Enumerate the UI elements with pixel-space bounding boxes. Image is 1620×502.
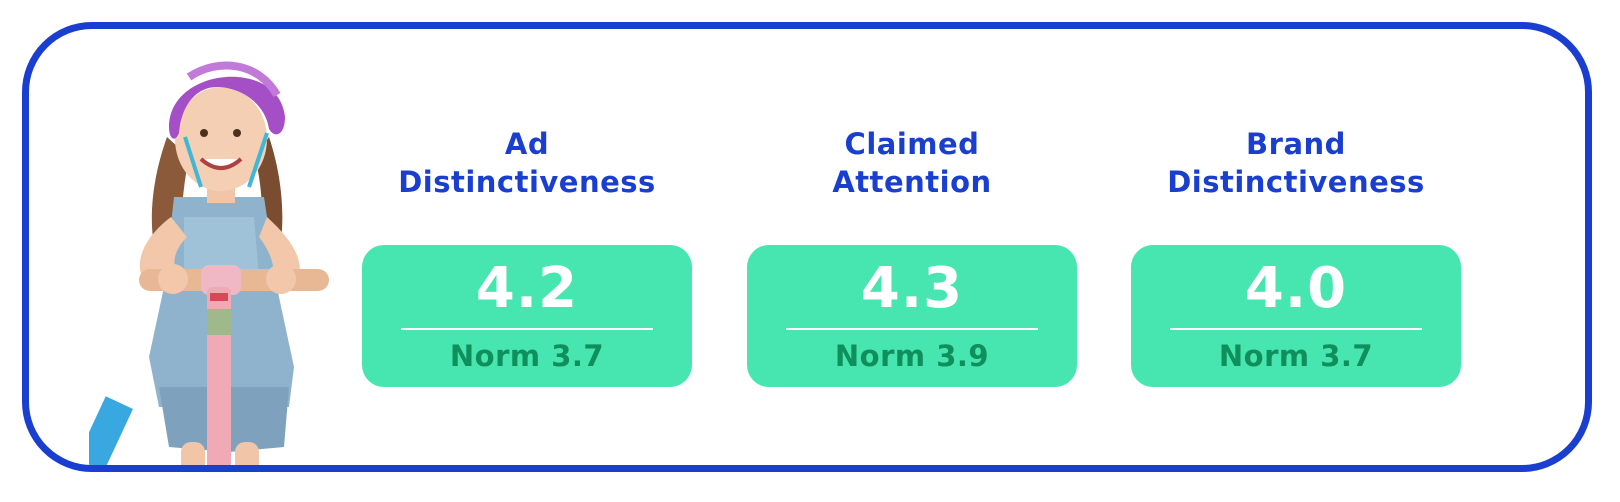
metric-score-card: 4.3 Norm 3.9 (747, 245, 1077, 387)
metric-score-card: 4.0 Norm 3.7 (1131, 245, 1461, 387)
metric-score-card: 4.2 Norm 3.7 (362, 245, 692, 387)
divider (401, 328, 653, 330)
metric-norm: Norm 3.7 (449, 339, 605, 373)
divider (786, 328, 1038, 330)
metric-title: Claimed Attention (832, 127, 992, 199)
metric-title: Ad Distinctiveness (398, 127, 656, 199)
metric-norm: Norm 3.9 (834, 339, 990, 373)
metric-brand-distinctiveness: Brand Distinctiveness 4.0 Norm 3.7 (1131, 125, 1461, 387)
metric-score: 4.2 (475, 256, 579, 321)
metric-title: Brand Distinctiveness (1167, 127, 1425, 199)
metric-claimed-attention: Claimed Attention 4.3 Norm 3.9 (747, 125, 1077, 387)
metric-score: 4.3 (860, 256, 964, 321)
divider (1170, 328, 1422, 330)
metric-norm: Norm 3.7 (1218, 339, 1374, 373)
metric-score: 4.0 (1244, 256, 1348, 321)
metrics-panel: Ad Distinctiveness 4.2 Norm 3.7 Claimed … (22, 22, 1592, 472)
child-on-scooter-photo (89, 61, 329, 465)
metric-ad-distinctiveness: Ad Distinctiveness 4.2 Norm 3.7 (362, 125, 692, 387)
